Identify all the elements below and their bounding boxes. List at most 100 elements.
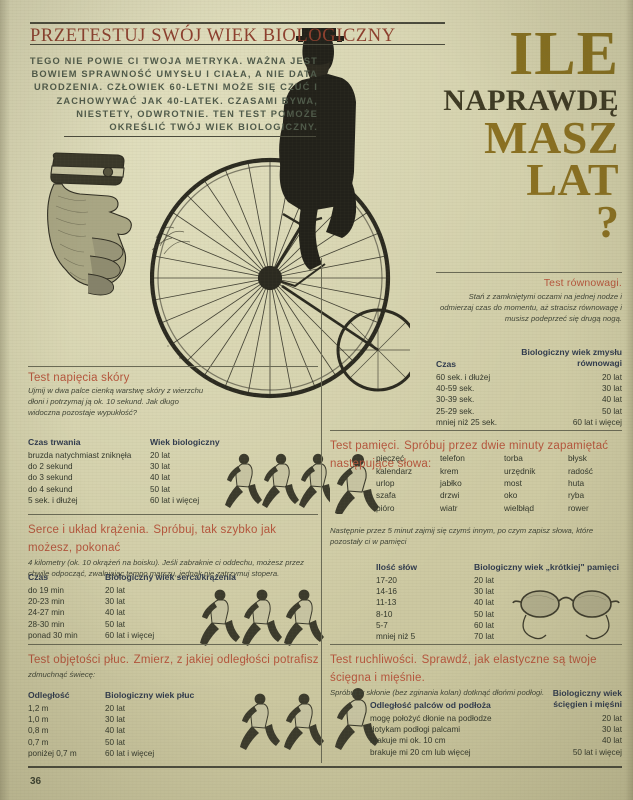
skin-col-1-header: Czas trwania (28, 437, 81, 447)
rule-mobility-top (330, 644, 622, 645)
table-cell: 20 lat (105, 704, 126, 714)
table-cell: 30 lat (601, 384, 622, 394)
table-cell: 50 lat (474, 609, 495, 619)
table-row: 1,0 m 30 lat (28, 714, 194, 725)
table-cell: 5 sek. i dłużej (28, 495, 78, 505)
rule-bottom (28, 766, 622, 768)
table-cell: 60 lat i więcej (105, 630, 155, 640)
intro-paragraph: TEGO NIE POWIE CI TWOJA METRYKA. WAŻNA J… (29, 56, 318, 133)
memory-word: jabłko (440, 477, 462, 488)
memory-col-1-header: Ilość słów (376, 562, 418, 572)
headline-line-5: ? (596, 196, 619, 248)
table-row: 5-7 60 lat (376, 620, 619, 631)
table-cell: brakuje mi 20 cm lub więcej (370, 747, 471, 757)
table-row: 40-59 sek. 30 lat (436, 383, 622, 394)
table-cell: 20 lat (601, 714, 622, 724)
balance-test-title: Test równowagi. (543, 277, 622, 289)
mobility-test-table: Odległość palców od podłoża Biologiczny … (370, 688, 622, 758)
memory-test-intro: Spróbuj przez dwie minuty zapamiętać nas… (330, 440, 609, 470)
rule-intro-bottom (64, 136, 316, 137)
table-row: 28-30 min 50 lat (28, 619, 236, 630)
memory-word: telefon (440, 453, 465, 464)
balance-test-rows: 60 sek. i dłużej 20 lat 40-59 sek. 30 lat 30… (436, 372, 622, 428)
balance-test-table: Czas Biologiczny wiek zmysłu równowagi 6… (436, 347, 622, 428)
skin-test-description: Ujmij w dwa palce cienką warstwę skóry z… (28, 386, 204, 418)
table-cell: 50 lat (105, 737, 126, 747)
lung-test-rows: 1,2 m 20 lat 1,0 m 30 lat 0,8 m 40 lat 0,7 m 50… (28, 703, 194, 759)
table-cell: 11-13 (376, 598, 397, 608)
mobility-test-description: Spróbuj w skłonie (bez zginania kolan) d… (330, 688, 545, 697)
mobility-test-block: Test ruchliwości. Sprawdź, jak elastyczn… (330, 650, 622, 698)
page-number: 36 (30, 776, 42, 787)
memory-test-rows: 17-20 20 lat 14-16 30 lat 11-13 40 lat 8-10 50 … (376, 575, 619, 642)
rule-lung-top (28, 644, 318, 645)
memory-word: kalendarz (376, 465, 412, 476)
heart-test-rows: do 19 min 20 lat 20-23 min 30 lat 24-27 min 4… (28, 585, 236, 641)
headline-line-3: MASZ (484, 111, 619, 163)
table-cell: 20 lat (474, 576, 495, 586)
memory-word: rower (568, 502, 589, 513)
table-row: dotykam podłogi palcami 30 lat (370, 724, 622, 735)
table-cell: 40 lat (150, 473, 171, 483)
rule-top (30, 22, 445, 24)
running-figures-lungs (240, 693, 324, 750)
table-row: do 3 sekund 40 lat (28, 472, 220, 483)
table-cell: 50 lat (150, 484, 171, 494)
table-cell: 0,8 m (28, 726, 49, 736)
table-cell: 25-29 sek. (436, 406, 475, 416)
table-cell: 30-39 sek. (436, 395, 475, 405)
table-cell: 30 lat (601, 725, 622, 735)
table-cell: mniej niż 25 sek. (436, 417, 497, 427)
rule-masthead-bottom (30, 44, 445, 45)
rule-memory-top (330, 430, 622, 431)
mobility-col-1-header: Odległość palców od podłoża (370, 700, 491, 710)
skin-test-block: Test napięcia skóry Ujmij w dwa palce ci… (28, 372, 208, 419)
table-row: 17-20 20 lat (376, 575, 619, 586)
memory-word: most (504, 477, 522, 488)
table-cell: 20 lat (150, 451, 171, 461)
table-cell: 1,0 m (28, 715, 49, 725)
memory-word: urlop (376, 477, 395, 488)
table-row: 24-27 min 40 lat (28, 607, 236, 618)
table-cell: 50 lat (601, 406, 622, 416)
memory-word: pieczęć (376, 453, 405, 464)
word-row: pieczęć telefon torba błysk (376, 452, 632, 464)
headline-line-1: ILE (509, 20, 619, 88)
headline-line-2: NAPRAWDĘ (443, 84, 619, 118)
memory-word-rows: pieczęć telefon torba błysk kalendarz krem urz… (376, 452, 632, 514)
table-cell: 60 lat i więcej (572, 417, 622, 427)
headline: ILE NAPRAWDĘ MASZ LAT ? (404, 20, 619, 248)
memory-word: szafa (376, 490, 396, 501)
word-row: pióro wiatr wielbłąd rower (376, 502, 632, 514)
heart-test-title: Serce i układ krążenia. (28, 524, 149, 536)
table-cell: 60 lat (474, 620, 495, 630)
table-cell: 30 lat (105, 597, 126, 607)
memory-word: krem (440, 465, 459, 476)
lung-test-description: zdmuchnąć świecę: (28, 670, 96, 679)
table-row: 14-16 30 lat (376, 586, 619, 597)
running-figures-skin (225, 453, 330, 508)
table-cell: 40 lat (105, 608, 126, 618)
table-row: mogę położyć dłonie na podłodze 20 lat (370, 713, 622, 724)
table-row: mniej niż 5 70 lat (376, 631, 619, 642)
mobility-test-title: Test ruchliwości. (330, 654, 418, 666)
table-cell: 60 sek. i dłużej (436, 373, 491, 383)
mobility-test-rows: mogę położyć dłonie na podłodze 20 lat dot… (370, 713, 622, 758)
table-cell: 1,2 m (28, 704, 49, 714)
table-cell: 40 lat (601, 736, 622, 746)
memory-test-title: Test pamięci. (330, 440, 400, 452)
table-cell: brakuje mi ok. 10 cm (370, 736, 446, 746)
table-row: 1,2 m 20 lat (28, 703, 194, 714)
rule-vertical-divider (321, 258, 322, 763)
table-row: 30-39 sek. 40 lat (436, 394, 622, 405)
memory-word: urzędnik (504, 465, 536, 476)
table-cell: 60 lat i więcej (105, 748, 155, 758)
memory-test-table: Ilość słów Biologiczny wiek „krótkiej" p… (376, 562, 619, 642)
table-row: do 19 min 20 lat (28, 585, 236, 596)
memory-word: oko (504, 490, 518, 501)
memory-word: huta (568, 477, 585, 488)
table-cell: do 3 sekund (28, 473, 73, 483)
heart-col-2-header: Biologiczny wiek serca/krążenia (105, 572, 236, 582)
table-cell: 40 lat (474, 598, 495, 608)
